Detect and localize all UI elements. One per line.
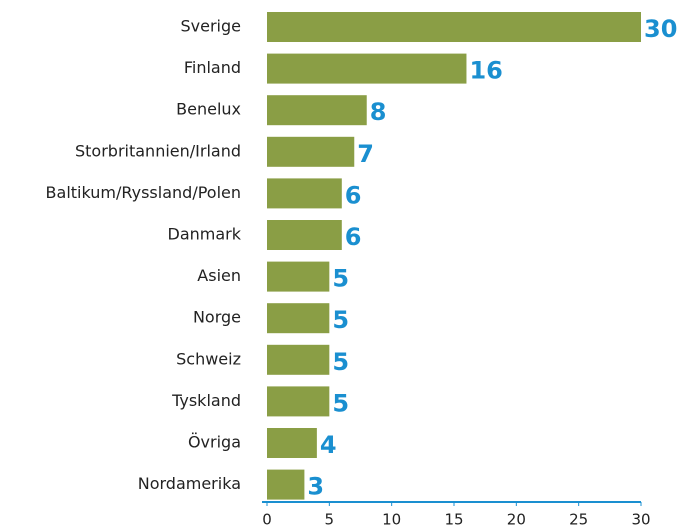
bar (267, 386, 330, 417)
category-label: Baltikum/Ryssland/Polen (46, 183, 241, 202)
category-label: Danmark (168, 225, 242, 244)
bar (267, 469, 305, 500)
value-label: 6 (345, 223, 362, 251)
value-label: 6 (345, 181, 362, 209)
x-tick-label: 0 (262, 511, 272, 529)
x-tick-label: 30 (631, 511, 650, 529)
bar (267, 178, 342, 209)
category-label: Övriga (188, 433, 241, 452)
value-label: 4 (320, 431, 337, 459)
category-label: Norge (193, 308, 241, 327)
value-label: 3 (307, 473, 324, 501)
bar (267, 303, 330, 334)
bar (267, 95, 367, 126)
value-label: 7 (357, 140, 374, 168)
x-tick-label: 5 (325, 511, 335, 529)
value-label: 5 (332, 265, 349, 293)
value-label: 5 (332, 306, 349, 334)
bar (267, 53, 467, 84)
x-tick-label: 20 (507, 511, 526, 529)
value-label: 8 (370, 98, 387, 126)
category-label: Schweiz (176, 349, 241, 368)
x-tick-label: 25 (569, 511, 588, 529)
category-label: Storbritannien/Irland (75, 141, 241, 160)
value-label: 16 (469, 57, 502, 85)
category-label: Finland (184, 58, 241, 77)
value-label: 5 (332, 348, 349, 376)
bar (267, 12, 641, 42)
category-label: Asien (197, 266, 241, 285)
bar (267, 261, 330, 292)
value-label: 5 (332, 389, 349, 417)
x-tick-label: 10 (382, 511, 401, 529)
category-label: Sverige (181, 17, 242, 36)
bar (267, 344, 330, 375)
category-label: Benelux (176, 100, 241, 119)
bar (267, 428, 317, 458)
category-label: Tyskland (171, 391, 241, 410)
x-tick-label: 15 (444, 511, 463, 529)
bar (267, 220, 342, 250)
category-label: Nordamerika (138, 474, 241, 493)
value-label: 30 (644, 15, 677, 43)
bar (267, 136, 355, 167)
